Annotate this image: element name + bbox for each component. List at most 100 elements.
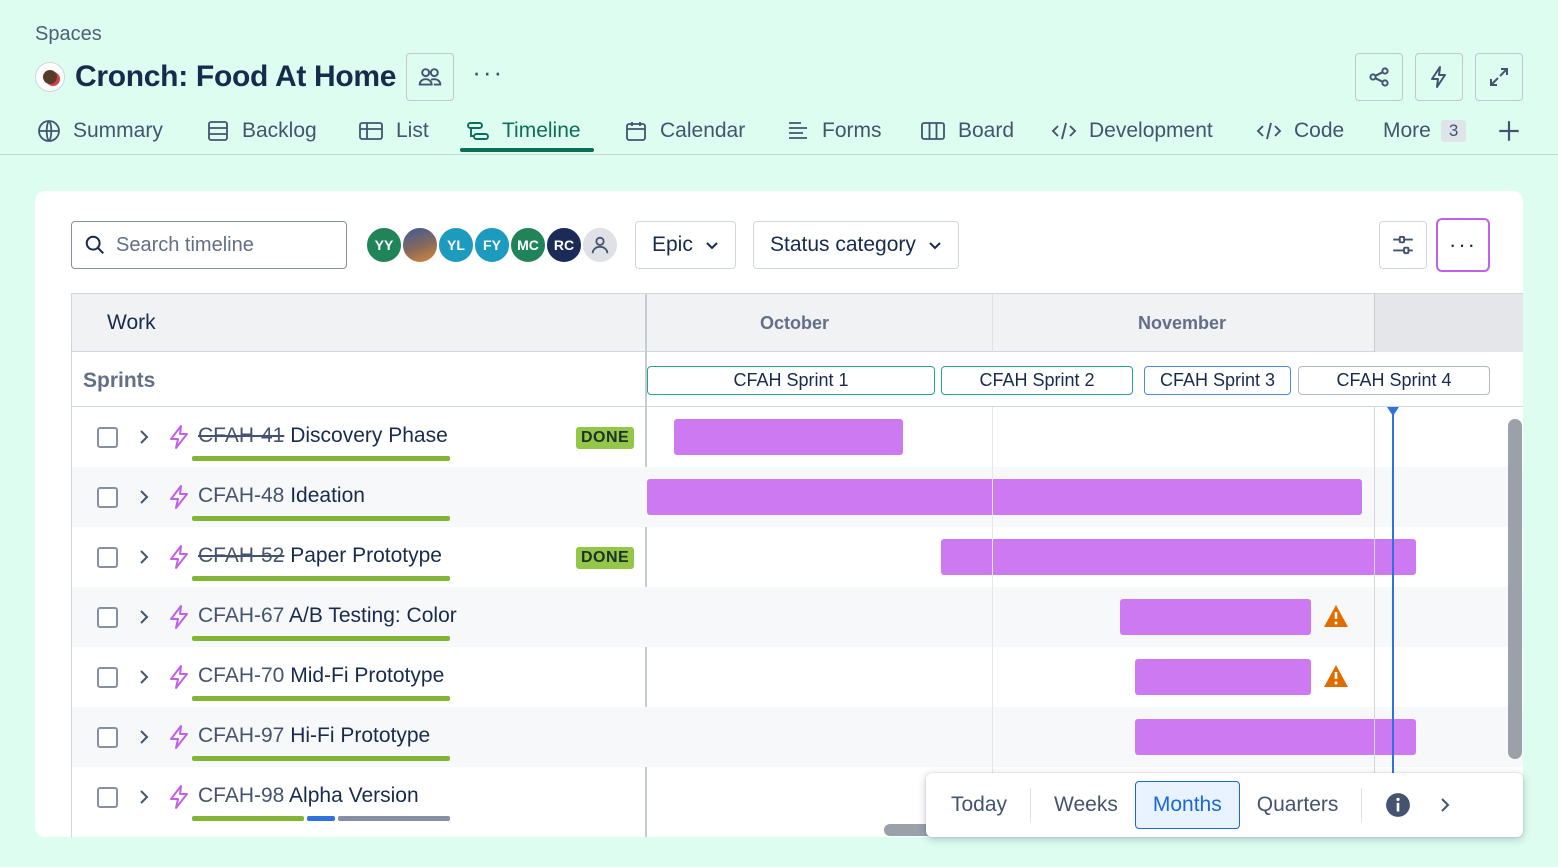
avatar[interactable]: FY bbox=[473, 226, 511, 264]
tab-calendar[interactable]: Calendar bbox=[624, 108, 745, 154]
timeline-grid: Work October November Sprints CFAH Sprin… bbox=[71, 293, 1523, 837]
epic-bar[interactable] bbox=[1135, 719, 1416, 755]
list-icon bbox=[359, 122, 383, 140]
epic-bar[interactable] bbox=[1135, 659, 1311, 695]
sprints-row: Sprints CFAH Sprint 1 CFAH Sprint 2 CFAH… bbox=[72, 352, 1523, 407]
row-checkbox[interactable] bbox=[97, 427, 118, 448]
avatar[interactable] bbox=[401, 226, 439, 264]
page-title: Cronch: Food At Home bbox=[75, 60, 397, 93]
month-header: October November bbox=[647, 294, 1523, 352]
progress-bar bbox=[192, 456, 450, 461]
status-category-dropdown[interactable]: Status category bbox=[753, 221, 959, 269]
search-input[interactable]: Search timeline bbox=[71, 221, 347, 269]
tab-list[interactable]: List bbox=[358, 108, 429, 154]
divider bbox=[1361, 788, 1363, 822]
chevron-right-icon[interactable] bbox=[136, 548, 152, 566]
chevron-right-icon[interactable] bbox=[136, 488, 152, 506]
issue-summary: Discovery Phase bbox=[290, 424, 448, 447]
row-title[interactable]: CFAH-52 Paper Prototype bbox=[198, 544, 442, 568]
info-button[interactable] bbox=[1368, 781, 1428, 829]
row-checkbox[interactable] bbox=[97, 667, 118, 688]
add-tab-button[interactable] bbox=[1496, 108, 1534, 154]
active-tab-indicator bbox=[460, 148, 594, 152]
sprint-bar[interactable]: CFAH Sprint 3 bbox=[1144, 366, 1291, 395]
row-title[interactable]: CFAH-41 Discovery Phase bbox=[198, 424, 448, 448]
epic-bar[interactable] bbox=[1120, 599, 1311, 635]
sprint-bar[interactable]: CFAH Sprint 2 bbox=[941, 366, 1133, 395]
status-dropdown-label: Status category bbox=[770, 233, 916, 256]
more-actions-button[interactable]: ··· bbox=[1436, 218, 1490, 272]
tab-more[interactable]: More 3 bbox=[1383, 108, 1467, 154]
project-more-button[interactable]: ··· bbox=[472, 57, 505, 87]
avatar[interactable]: RC bbox=[545, 226, 583, 264]
tab-summary[interactable]: Summary bbox=[37, 108, 163, 154]
fullscreen-button[interactable] bbox=[1475, 53, 1523, 101]
row-title[interactable]: CFAH-98 Alpha Version bbox=[198, 784, 419, 808]
row-title[interactable]: CFAH-97 Hi-Fi Prototype bbox=[198, 724, 430, 748]
view-settings-button[interactable] bbox=[1379, 221, 1427, 269]
timeline-panel: Search timeline YY YL FY MC RC Epic Stat… bbox=[35, 191, 1523, 837]
table-row[interactable]: CFAH-52 Paper Prototype DONE bbox=[72, 527, 1523, 587]
tab-development[interactable]: Development bbox=[1051, 108, 1213, 154]
row-checkbox[interactable] bbox=[97, 787, 118, 808]
row-title[interactable]: CFAH-48 Ideation bbox=[198, 484, 365, 508]
avatar[interactable]: YL bbox=[437, 226, 475, 264]
sprint-bar[interactable]: CFAH Sprint 1 bbox=[647, 366, 935, 395]
column-splitter[interactable] bbox=[645, 294, 647, 837]
row-checkbox[interactable] bbox=[97, 547, 118, 568]
unassigned-avatar[interactable] bbox=[581, 226, 619, 264]
row-checkbox[interactable] bbox=[97, 607, 118, 628]
warning-icon[interactable] bbox=[1323, 664, 1349, 688]
chevron-right-icon[interactable] bbox=[136, 668, 152, 686]
avatar[interactable]: MC bbox=[509, 226, 547, 264]
weeks-button[interactable]: Weeks bbox=[1054, 793, 1118, 816]
tab-timeline[interactable]: Timeline bbox=[466, 108, 581, 154]
issue-key: CFAH-70 bbox=[198, 664, 285, 687]
epic-dropdown[interactable]: Epic bbox=[635, 221, 736, 269]
collapse-zoom-button[interactable] bbox=[1428, 781, 1462, 829]
months-button[interactable]: Months bbox=[1134, 781, 1240, 829]
table-row[interactable]: CFAH-97 Hi-Fi Prototype bbox=[72, 707, 1523, 767]
globe-icon bbox=[38, 120, 60, 142]
progress-bar bbox=[192, 696, 450, 701]
vertical-scrollbar[interactable] bbox=[1508, 419, 1522, 759]
table-row[interactable]: CFAH-70 Mid-Fi Prototype bbox=[72, 647, 1523, 707]
progress-bar bbox=[192, 636, 450, 641]
chevron-right-icon[interactable] bbox=[136, 728, 152, 746]
people-button[interactable] bbox=[406, 53, 455, 101]
chevron-right-icon[interactable] bbox=[136, 788, 152, 806]
table-row[interactable]: CFAH-67 A/B Testing: Color bbox=[72, 587, 1523, 647]
header-actions bbox=[1355, 53, 1523, 101]
epic-lightning-icon bbox=[170, 785, 188, 809]
tab-code[interactable]: Code bbox=[1256, 108, 1344, 154]
quarters-button[interactable]: Quarters bbox=[1256, 793, 1339, 816]
breadcrumb[interactable]: Spaces bbox=[35, 23, 102, 45]
epic-bar[interactable] bbox=[647, 479, 1362, 515]
share-button[interactable] bbox=[1355, 53, 1403, 101]
tab-backlog[interactable]: Backlog bbox=[206, 108, 317, 154]
issue-summary: A/B Testing: Color bbox=[289, 604, 457, 627]
epic-bar[interactable] bbox=[674, 419, 903, 455]
tab-board[interactable]: Board bbox=[920, 108, 1014, 154]
row-title[interactable]: CFAH-67 A/B Testing: Color bbox=[198, 604, 457, 628]
row-checkbox[interactable] bbox=[97, 487, 118, 508]
warning-icon[interactable] bbox=[1323, 604, 1349, 628]
avatar[interactable]: YY bbox=[365, 226, 403, 264]
sliders-icon bbox=[1393, 235, 1413, 255]
epic-bar[interactable] bbox=[941, 539, 1416, 575]
tab-forms[interactable]: Forms bbox=[786, 108, 882, 154]
chevron-right-icon[interactable] bbox=[136, 428, 152, 446]
table-row[interactable]: CFAH-48 Ideation bbox=[72, 467, 1523, 527]
tab-label: Board bbox=[958, 119, 1015, 142]
row-title[interactable]: CFAH-70 Mid-Fi Prototype bbox=[198, 664, 444, 688]
chevron-right-icon[interactable] bbox=[136, 608, 152, 626]
issue-summary: Mid-Fi Prototype bbox=[290, 664, 445, 687]
table-row[interactable]: CFAH-41 Discovery Phase DONE bbox=[72, 407, 1523, 467]
epic-lightning-icon bbox=[170, 605, 188, 629]
table-row[interactable]: CFAH-98 Alpha Version bbox=[72, 767, 1523, 827]
automation-button[interactable] bbox=[1415, 53, 1463, 101]
sprint-bar[interactable]: CFAH Sprint 4 bbox=[1298, 366, 1490, 395]
today-button[interactable]: Today bbox=[951, 793, 1008, 816]
person-icon bbox=[591, 236, 609, 254]
row-checkbox[interactable] bbox=[97, 727, 118, 748]
